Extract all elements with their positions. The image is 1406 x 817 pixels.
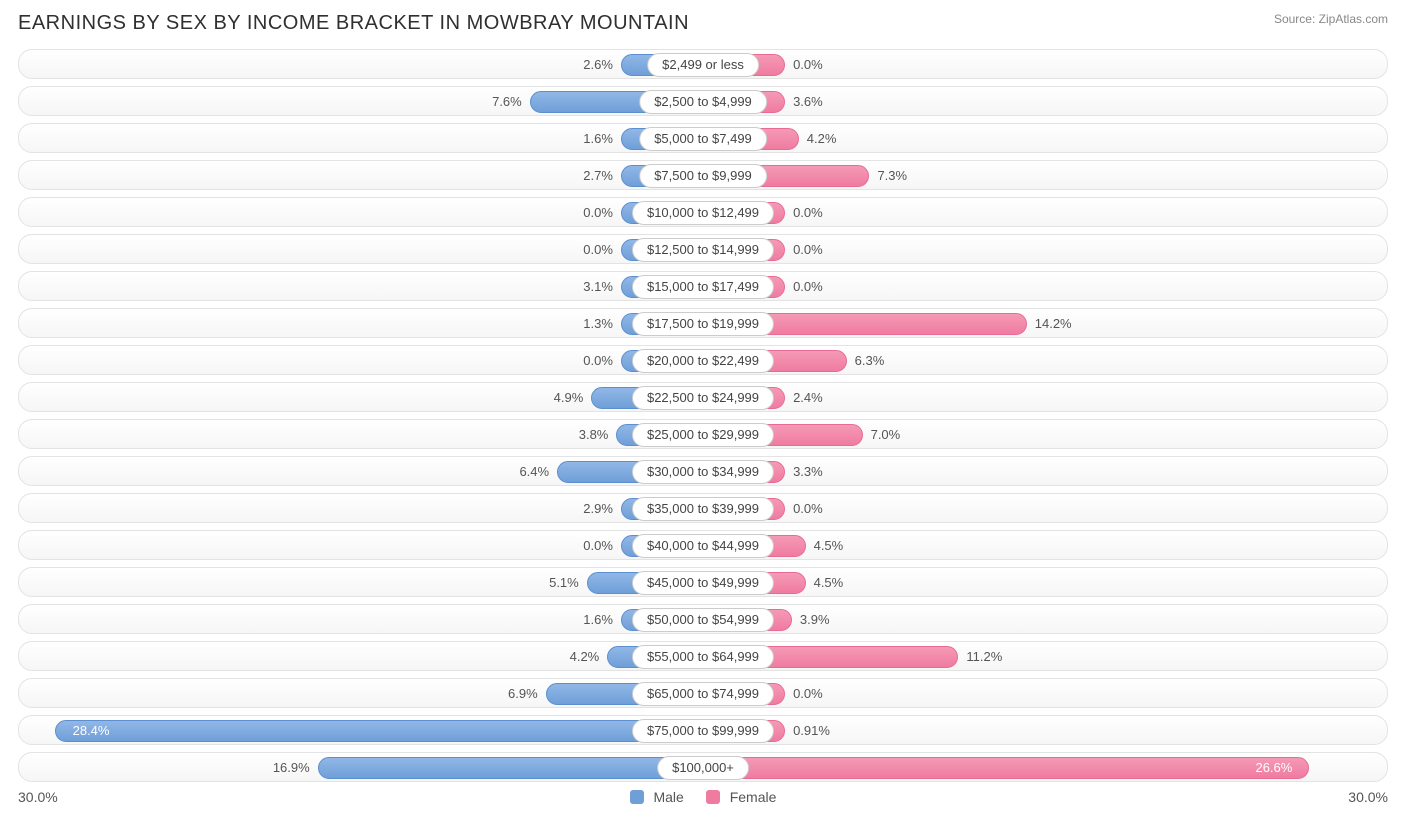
female-value: 6.3% (855, 346, 885, 375)
male-value: 2.7% (583, 161, 613, 190)
male-value: 4.9% (554, 383, 584, 412)
chart-row: 4.2% 11.2% $55,000 to $64,999 (18, 641, 1388, 671)
female-value: 0.0% (793, 272, 823, 301)
male-value: 2.6% (583, 50, 613, 79)
chart-row: 28.4% 0.91% $75,000 to $99,999 (18, 715, 1388, 745)
chart-row: 2.7% 7.3% $7,500 to $9,999 (18, 160, 1388, 190)
female-value: 0.91% (793, 716, 830, 745)
legend-male-label: Male (653, 789, 683, 805)
female-value: 0.0% (793, 679, 823, 708)
male-value: 6.4% (519, 457, 549, 486)
chart-row: 1.6% 4.2% $5,000 to $7,499 (18, 123, 1388, 153)
legend-female-label: Female (730, 789, 777, 805)
chart-row: 6.4% 3.3% $30,000 to $34,999 (18, 456, 1388, 486)
category-pill: $75,000 to $99,999 (632, 719, 774, 743)
female-value: 0.0% (793, 198, 823, 227)
male-value: 0.0% (583, 198, 613, 227)
male-value: 1.3% (583, 309, 613, 338)
male-value: 6.9% (508, 679, 538, 708)
legend-female: Female (706, 789, 777, 805)
male-value: 1.6% (583, 605, 613, 634)
male-value: 0.0% (583, 531, 613, 560)
category-pill: $65,000 to $74,999 (632, 682, 774, 706)
chart-row: 1.3% 14.2% $17,500 to $19,999 (18, 308, 1388, 338)
male-value: 3.8% (579, 420, 609, 449)
female-value: 0.0% (793, 235, 823, 264)
category-pill: $20,000 to $22,499 (632, 349, 774, 373)
chart-footer: 30.0% Male Female 30.0% (18, 789, 1388, 805)
chart-header: EARNINGS BY SEX BY INCOME BRACKET IN MOW… (18, 12, 1388, 35)
male-value: 3.1% (583, 272, 613, 301)
female-value: 4.5% (814, 568, 844, 597)
male-value: 5.1% (549, 568, 579, 597)
axis-right-max: 30.0% (1328, 789, 1388, 805)
female-bar (703, 757, 1309, 779)
male-bar (55, 720, 703, 742)
chart-row: 1.6% 3.9% $50,000 to $54,999 (18, 604, 1388, 634)
category-pill: $5,000 to $7,499 (639, 127, 767, 151)
legend-male: Male (630, 789, 684, 805)
axis-left-max: 30.0% (18, 789, 78, 805)
category-pill: $7,500 to $9,999 (639, 164, 767, 188)
male-value: 0.0% (583, 235, 613, 264)
female-value: 11.2% (966, 642, 1002, 671)
male-value: 0.0% (583, 346, 613, 375)
female-value: 3.3% (793, 457, 823, 486)
chart-row: 3.1% 0.0% $15,000 to $17,499 (18, 271, 1388, 301)
female-value: 3.9% (800, 605, 830, 634)
female-value: 26.6% (1255, 753, 1292, 782)
chart-row: 3.8% 7.0% $25,000 to $29,999 (18, 419, 1388, 449)
female-value: 7.3% (877, 161, 907, 190)
chart-row: 2.6% 0.0% $2,499 or less (18, 49, 1388, 79)
chart-title: EARNINGS BY SEX BY INCOME BRACKET IN MOW… (18, 12, 689, 35)
female-value: 0.0% (793, 50, 823, 79)
male-bar (318, 757, 703, 779)
category-pill: $17,500 to $19,999 (632, 312, 774, 336)
male-value: 4.2% (570, 642, 600, 671)
chart-row: 16.9% 26.6% $100,000+ (18, 752, 1388, 782)
chart-row: 0.0% 6.3% $20,000 to $22,499 (18, 345, 1388, 375)
category-pill: $35,000 to $39,999 (632, 497, 774, 521)
category-pill: $2,500 to $4,999 (639, 90, 767, 114)
swatch-male-icon (630, 790, 644, 804)
chart-row: 5.1% 4.5% $45,000 to $49,999 (18, 567, 1388, 597)
category-pill: $10,000 to $12,499 (632, 201, 774, 225)
category-pill: $2,499 or less (647, 53, 759, 77)
category-pill: $30,000 to $34,999 (632, 460, 774, 484)
chart-row: 0.0% 4.5% $40,000 to $44,999 (18, 530, 1388, 560)
category-pill: $50,000 to $54,999 (632, 608, 774, 632)
category-pill: $25,000 to $29,999 (632, 423, 774, 447)
category-pill: $40,000 to $44,999 (632, 534, 774, 558)
female-value: 14.2% (1035, 309, 1072, 338)
category-pill: $12,500 to $14,999 (632, 238, 774, 262)
legend: Male Female (78, 789, 1328, 805)
female-value: 4.5% (814, 531, 844, 560)
chart-row: 6.9% 0.0% $65,000 to $74,999 (18, 678, 1388, 708)
chart-row: 2.9% 0.0% $35,000 to $39,999 (18, 493, 1388, 523)
male-value: 7.6% (492, 87, 522, 116)
category-pill: $45,000 to $49,999 (632, 571, 774, 595)
male-value: 16.9% (273, 753, 310, 782)
category-pill: $100,000+ (657, 756, 749, 780)
male-value: 1.6% (583, 124, 613, 153)
female-value: 3.6% (793, 87, 823, 116)
female-value: 4.2% (807, 124, 837, 153)
male-value: 2.9% (583, 494, 613, 523)
female-value: 2.4% (793, 383, 823, 412)
chart-row: 4.9% 2.4% $22,500 to $24,999 (18, 382, 1388, 412)
female-value: 7.0% (871, 420, 901, 449)
swatch-female-icon (706, 790, 720, 804)
male-value: 28.4% (73, 716, 110, 745)
female-value: 0.0% (793, 494, 823, 523)
chart-row: 0.0% 0.0% $12,500 to $14,999 (18, 234, 1388, 264)
category-pill: $15,000 to $17,499 (632, 275, 774, 299)
category-pill: $55,000 to $64,999 (632, 645, 774, 669)
chart-row: 7.6% 3.6% $2,500 to $4,999 (18, 86, 1388, 116)
diverging-bar-chart: 2.6% 0.0% $2,499 or less 7.6% 3.6% $2,500 to … (18, 49, 1388, 782)
category-pill: $22,500 to $24,999 (632, 386, 774, 410)
chart-row: 0.0% 0.0% $10,000 to $12,499 (18, 197, 1388, 227)
chart-source: Source: ZipAtlas.com (1274, 12, 1388, 26)
